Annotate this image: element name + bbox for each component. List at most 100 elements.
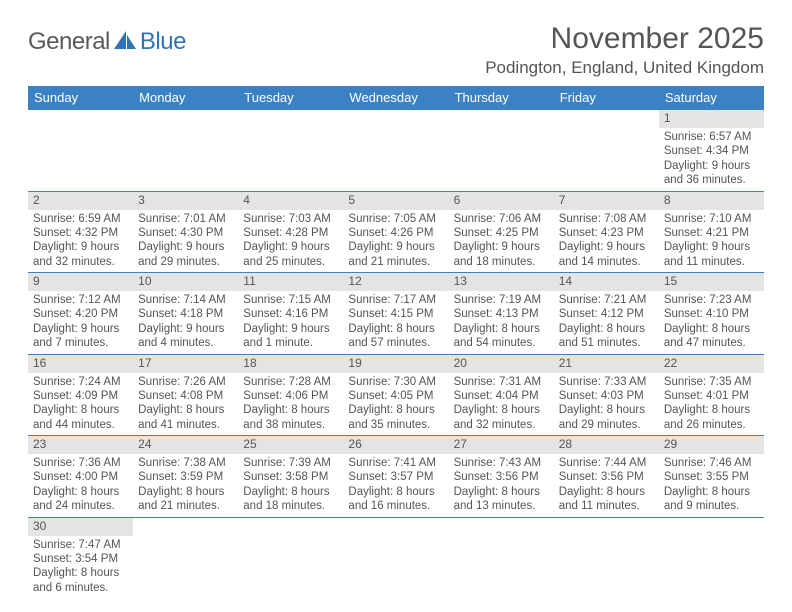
calendar-cell: 10Sunrise: 7:14 AMSunset: 4:18 PMDayligh… [133, 273, 238, 355]
day-number: 17 [133, 355, 238, 373]
calendar-row: 16Sunrise: 7:24 AMSunset: 4:09 PMDayligh… [28, 354, 764, 436]
calendar-cell: 6Sunrise: 7:06 AMSunset: 4:25 PMDaylight… [449, 191, 554, 273]
day-number: 2 [28, 192, 133, 210]
day-number: 27 [449, 436, 554, 454]
calendar-cell: 22Sunrise: 7:35 AMSunset: 4:01 PMDayligh… [659, 354, 764, 436]
calendar-cell [659, 517, 764, 598]
calendar-cell: 16Sunrise: 7:24 AMSunset: 4:09 PMDayligh… [28, 354, 133, 436]
daylight-text: Daylight: 9 hours and 4 minutes. [138, 322, 233, 351]
sunrise-text: Sunrise: 7:08 AM [559, 212, 654, 226]
sunrise-text: Sunrise: 7:31 AM [454, 375, 549, 389]
daylight-text: Daylight: 8 hours and 9 minutes. [664, 485, 759, 514]
day-number: 24 [133, 436, 238, 454]
daylight-text: Daylight: 8 hours and 13 minutes. [454, 485, 549, 514]
calendar-cell [28, 110, 133, 192]
calendar-cell [133, 110, 238, 192]
daylight-text: Daylight: 9 hours and 32 minutes. [33, 240, 128, 269]
sunset-text: Sunset: 4:18 PM [138, 307, 233, 321]
day-number: 14 [554, 273, 659, 291]
sunset-text: Sunset: 4:23 PM [559, 226, 654, 240]
day-number: 25 [238, 436, 343, 454]
sunset-text: Sunset: 4:20 PM [33, 307, 128, 321]
day-header: Wednesday [343, 86, 448, 110]
day-details: Sunrise: 7:44 AMSunset: 3:56 PMDaylight:… [554, 454, 659, 517]
calendar-cell: 17Sunrise: 7:26 AMSunset: 4:08 PMDayligh… [133, 354, 238, 436]
calendar-row: 30Sunrise: 7:47 AMSunset: 3:54 PMDayligh… [28, 517, 764, 598]
daylight-text: Daylight: 8 hours and 29 minutes. [559, 403, 654, 432]
day-details: Sunrise: 7:08 AMSunset: 4:23 PMDaylight:… [554, 210, 659, 273]
calendar-cell: 26Sunrise: 7:41 AMSunset: 3:57 PMDayligh… [343, 436, 448, 518]
calendar-cell: 21Sunrise: 7:33 AMSunset: 4:03 PMDayligh… [554, 354, 659, 436]
sunrise-text: Sunrise: 7:01 AM [138, 212, 233, 226]
day-number: 30 [28, 518, 133, 536]
day-details: Sunrise: 7:17 AMSunset: 4:15 PMDaylight:… [343, 291, 448, 354]
day-details: Sunrise: 7:19 AMSunset: 4:13 PMDaylight:… [449, 291, 554, 354]
sunrise-text: Sunrise: 7:33 AM [559, 375, 654, 389]
sunrise-text: Sunrise: 7:38 AM [138, 456, 233, 470]
day-number: 4 [238, 192, 343, 210]
day-details: Sunrise: 7:46 AMSunset: 3:55 PMDaylight:… [659, 454, 764, 517]
day-number: 28 [554, 436, 659, 454]
sunset-text: Sunset: 4:30 PM [138, 226, 233, 240]
sunrise-text: Sunrise: 7:28 AM [243, 375, 338, 389]
day-details: Sunrise: 7:21 AMSunset: 4:12 PMDaylight:… [554, 291, 659, 354]
daylight-text: Daylight: 9 hours and 14 minutes. [559, 240, 654, 269]
day-details: Sunrise: 7:05 AMSunset: 4:26 PMDaylight:… [343, 210, 448, 273]
calendar-cell: 18Sunrise: 7:28 AMSunset: 4:06 PMDayligh… [238, 354, 343, 436]
sunrise-text: Sunrise: 7:15 AM [243, 293, 338, 307]
sunrise-text: Sunrise: 7:12 AM [33, 293, 128, 307]
day-details: Sunrise: 7:26 AMSunset: 4:08 PMDaylight:… [133, 373, 238, 436]
calendar-cell: 28Sunrise: 7:44 AMSunset: 3:56 PMDayligh… [554, 436, 659, 518]
calendar-cell [133, 517, 238, 598]
daylight-text: Daylight: 9 hours and 7 minutes. [33, 322, 128, 351]
day-details: Sunrise: 7:41 AMSunset: 3:57 PMDaylight:… [343, 454, 448, 517]
calendar-row: 1Sunrise: 6:57 AMSunset: 4:34 PMDaylight… [28, 110, 764, 192]
daylight-text: Daylight: 9 hours and 18 minutes. [454, 240, 549, 269]
sunset-text: Sunset: 4:06 PM [243, 389, 338, 403]
sunset-text: Sunset: 3:54 PM [33, 552, 128, 566]
calendar-cell: 23Sunrise: 7:36 AMSunset: 4:00 PMDayligh… [28, 436, 133, 518]
daylight-text: Daylight: 8 hours and 11 minutes. [559, 485, 654, 514]
daylight-text: Daylight: 8 hours and 41 minutes. [138, 403, 233, 432]
daylight-text: Daylight: 8 hours and 44 minutes. [33, 403, 128, 432]
sunrise-text: Sunrise: 7:43 AM [454, 456, 549, 470]
sunset-text: Sunset: 4:26 PM [348, 226, 443, 240]
day-number: 22 [659, 355, 764, 373]
calendar-cell: 9Sunrise: 7:12 AMSunset: 4:20 PMDaylight… [28, 273, 133, 355]
sunrise-text: Sunrise: 7:36 AM [33, 456, 128, 470]
calendar-cell: 1Sunrise: 6:57 AMSunset: 4:34 PMDaylight… [659, 110, 764, 192]
day-number: 7 [554, 192, 659, 210]
calendar-cell [343, 517, 448, 598]
day-details: Sunrise: 7:03 AMSunset: 4:28 PMDaylight:… [238, 210, 343, 273]
day-number: 3 [133, 192, 238, 210]
day-details: Sunrise: 7:01 AMSunset: 4:30 PMDaylight:… [133, 210, 238, 273]
sunset-text: Sunset: 4:00 PM [33, 470, 128, 484]
sunrise-text: Sunrise: 7:46 AM [664, 456, 759, 470]
sunrise-text: Sunrise: 7:41 AM [348, 456, 443, 470]
calendar-cell: 3Sunrise: 7:01 AMSunset: 4:30 PMDaylight… [133, 191, 238, 273]
calendar-cell: 27Sunrise: 7:43 AMSunset: 3:56 PMDayligh… [449, 436, 554, 518]
daylight-text: Daylight: 8 hours and 32 minutes. [454, 403, 549, 432]
daylight-text: Daylight: 9 hours and 1 minute. [243, 322, 338, 351]
day-number: 18 [238, 355, 343, 373]
day-details: Sunrise: 7:10 AMSunset: 4:21 PMDaylight:… [659, 210, 764, 273]
day-number: 26 [343, 436, 448, 454]
sunset-text: Sunset: 4:28 PM [243, 226, 338, 240]
sunset-text: Sunset: 4:16 PM [243, 307, 338, 321]
calendar-cell: 5Sunrise: 7:05 AMSunset: 4:26 PMDaylight… [343, 191, 448, 273]
calendar-row: 9Sunrise: 7:12 AMSunset: 4:20 PMDaylight… [28, 273, 764, 355]
calendar-cell: 7Sunrise: 7:08 AMSunset: 4:23 PMDaylight… [554, 191, 659, 273]
day-number: 6 [449, 192, 554, 210]
sunset-text: Sunset: 4:03 PM [559, 389, 654, 403]
logo: General Blue [28, 28, 186, 56]
day-details: Sunrise: 7:06 AMSunset: 4:25 PMDaylight:… [449, 210, 554, 273]
daylight-text: Daylight: 8 hours and 18 minutes. [243, 485, 338, 514]
sunset-text: Sunset: 4:13 PM [454, 307, 549, 321]
sunrise-text: Sunrise: 7:44 AM [559, 456, 654, 470]
calendar-cell: 15Sunrise: 7:23 AMSunset: 4:10 PMDayligh… [659, 273, 764, 355]
sunset-text: Sunset: 4:01 PM [664, 389, 759, 403]
logo-word2: Blue [140, 28, 186, 56]
sunrise-text: Sunrise: 7:19 AM [454, 293, 549, 307]
day-details: Sunrise: 7:38 AMSunset: 3:59 PMDaylight:… [133, 454, 238, 517]
sunrise-text: Sunrise: 7:47 AM [33, 538, 128, 552]
